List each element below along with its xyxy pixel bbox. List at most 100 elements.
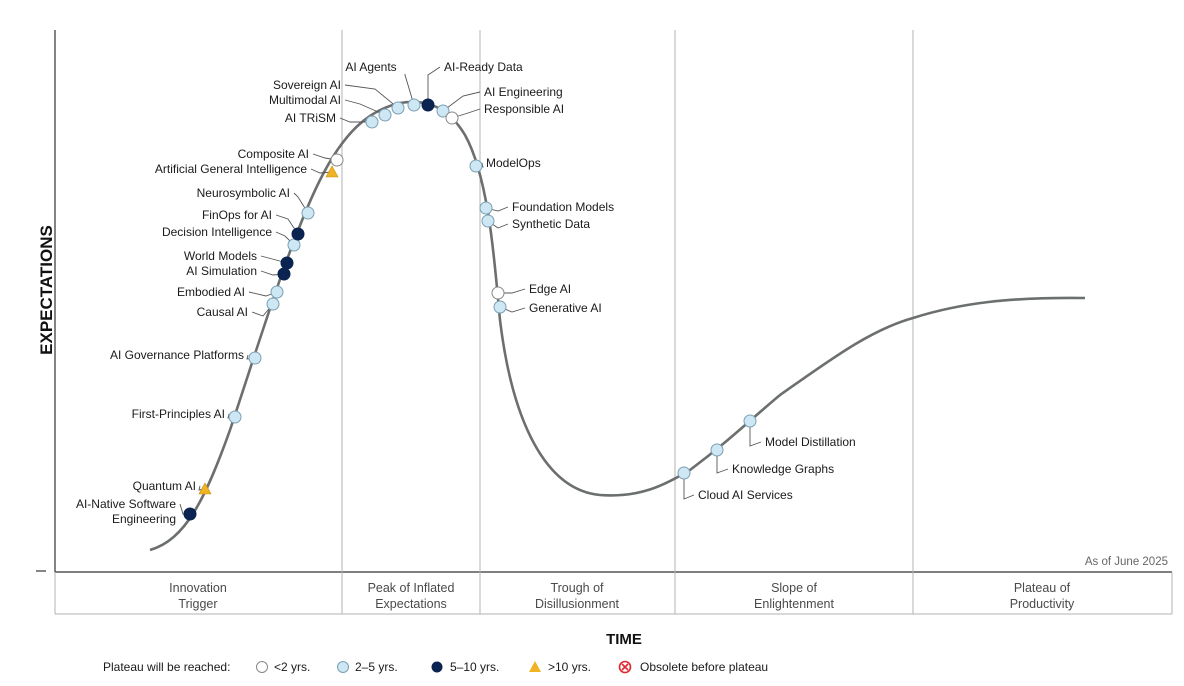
legend-marker-gt10 xyxy=(529,661,541,672)
tech-label: Decision Intelligence xyxy=(162,225,272,239)
legend-title: Plateau will be reached: xyxy=(103,660,230,674)
phase-dividers xyxy=(54,30,1173,615)
marker-2to5 xyxy=(301,206,315,220)
legend-marker-5to10 xyxy=(431,661,443,673)
tech-item-ai-trism: AI TRiSM xyxy=(285,111,379,129)
tech-label: Cloud AI Services xyxy=(698,488,793,502)
tech-label: Sovereign AI xyxy=(273,78,341,92)
leader-line xyxy=(310,168,333,174)
tech-label: AI Agents xyxy=(345,60,396,74)
legend-label-gt10: >10 yrs. xyxy=(548,660,591,674)
tech-label: AI TRiSM xyxy=(285,111,336,125)
marker-2to5 xyxy=(287,238,301,252)
legend: Plateau will be reached: <2 yrs. 2–5 yrs… xyxy=(103,660,768,674)
tech-item-artificial-general-intelligence: Artificial General Intelligence xyxy=(155,162,339,178)
tech-item-embodied-ai: Embodied AI xyxy=(177,285,284,299)
tech-item-ai-engineering: AI Engineering xyxy=(436,85,563,118)
legend-label-obsolete: Obsolete before plateau xyxy=(640,660,768,674)
tech-item-model-distillation: Model Distillation xyxy=(743,414,856,449)
tech-item-finops-for-ai: FinOps for AI xyxy=(202,208,305,241)
marker-gt10 xyxy=(325,165,339,178)
tech-item-foundation-models: Foundation Models xyxy=(479,200,614,215)
marker-2to5 xyxy=(378,108,392,122)
tech-label: Artificial General Intelligence xyxy=(155,162,307,176)
tech-item-neurosymbolic-ai: Neurosymbolic AI xyxy=(197,186,315,220)
phase-label-innovation-2: Trigger xyxy=(178,597,217,611)
leader-line xyxy=(442,91,481,112)
phase-label-plateau-1: Plateau of xyxy=(1014,581,1071,595)
tech-item-multimodal-ai: Multimodal AI xyxy=(269,93,392,122)
leader-line xyxy=(404,74,415,106)
phase-label-trough-1: Trough of xyxy=(550,581,604,595)
tech-label: AI Governance Platforms xyxy=(110,348,244,362)
marker-lt2 xyxy=(491,286,505,300)
marker-2to5 xyxy=(710,443,724,457)
marker-2to5 xyxy=(407,98,421,112)
tech-item-generative-ai: Generative AI xyxy=(493,300,602,315)
as-of-date: As of June 2025 xyxy=(1085,556,1168,568)
legend-label-5to10: 5–10 yrs. xyxy=(450,660,499,674)
phase-label-peak-2: Expectations xyxy=(375,597,447,611)
leader-line xyxy=(344,99,386,116)
tech-item-modelops: ModelOps xyxy=(469,156,541,173)
marker-2to5 xyxy=(228,410,242,424)
tech-item-edge-ai: Edge AI xyxy=(491,282,571,300)
marker-2to5 xyxy=(481,214,495,228)
legend-marker-lt2 xyxy=(256,661,268,673)
tech-item-sovereign-ai: Sovereign AI xyxy=(273,78,405,115)
tech-label: Causal AI xyxy=(197,305,248,319)
leader-line xyxy=(344,84,399,109)
phase-label-plateau-2: Productivity xyxy=(1010,597,1075,611)
tech-label: Synthetic Data xyxy=(512,217,590,231)
tech-label: Engineering xyxy=(112,512,176,526)
leader-line xyxy=(683,473,695,500)
y-axis-title: EXPECTATIONS xyxy=(37,225,56,355)
tech-label: Composite AI xyxy=(238,147,309,161)
tech-label: Neurosymbolic AI xyxy=(197,186,290,200)
tech-label: Foundation Models xyxy=(512,200,614,214)
tech-item-knowledge-graphs: Knowledge Graphs xyxy=(710,443,834,476)
tech-label: ModelOps xyxy=(486,156,541,170)
marker-lt2 xyxy=(445,111,459,125)
tech-item-ai-ready-data: AI-Ready Data xyxy=(421,60,523,112)
tech-label: World Models xyxy=(184,249,257,263)
tech-label: AI Engineering xyxy=(484,85,563,99)
phase-labels: Innovation Trigger Peak of Inflated Expe… xyxy=(169,581,1075,611)
legend-label-2to5: 2–5 yrs. xyxy=(355,660,398,674)
marker-2to5 xyxy=(248,351,262,365)
marker-2to5 xyxy=(479,201,493,215)
tech-item-ai-agents: AI Agents xyxy=(345,60,421,112)
marker-2to5 xyxy=(270,285,284,299)
tech-label: Embodied AI xyxy=(177,285,245,299)
tech-label: Edge AI xyxy=(529,282,571,296)
tech-item-decision-intelligence: Decision Intelligence xyxy=(162,225,301,252)
marker-2to5 xyxy=(469,159,483,173)
marker-2to5 xyxy=(266,297,280,311)
leader-line xyxy=(716,450,729,474)
marker-5to10 xyxy=(291,227,305,241)
leader-line xyxy=(749,421,762,447)
legend-label-lt2: <2 yrs. xyxy=(274,660,310,674)
tech-label: AI-Ready Data xyxy=(444,60,523,74)
marker-5to10 xyxy=(277,267,291,281)
tech-label: FinOps for AI xyxy=(202,208,272,222)
tech-item-quantum-ai: Quantum AI xyxy=(133,479,212,495)
marker-2to5 xyxy=(677,466,691,480)
phase-label-peak-1: Peak of Inflated xyxy=(368,581,455,595)
phase-label-trough-2: Disillusionment xyxy=(535,597,620,611)
marker-2to5 xyxy=(365,115,379,129)
marker-2to5 xyxy=(493,300,507,314)
tech-item-world-models: World Models xyxy=(184,249,294,270)
phase-label-slope-1: Slope of xyxy=(771,581,817,595)
marker-lt2 xyxy=(330,153,344,167)
leader-line xyxy=(339,117,372,123)
tech-item-ai-governance-platforms: AI Governance Platforms xyxy=(110,348,262,365)
tech-item-causal-ai: Causal AI xyxy=(197,297,280,319)
phase-label-slope-2: Enlightenment xyxy=(754,597,834,611)
legend-marker-obsolete xyxy=(618,660,632,674)
marker-gt10 xyxy=(198,482,212,495)
tech-item-first-principles-ai: First-Principles AI xyxy=(132,407,242,424)
